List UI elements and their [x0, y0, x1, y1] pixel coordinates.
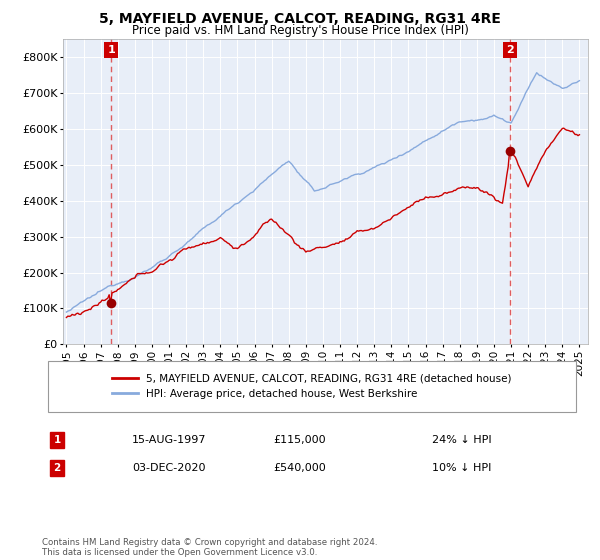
Text: 2: 2 — [506, 45, 514, 55]
Text: 10% ↓ HPI: 10% ↓ HPI — [432, 463, 491, 473]
Text: 24% ↓ HPI: 24% ↓ HPI — [432, 435, 491, 445]
Text: Price paid vs. HM Land Registry's House Price Index (HPI): Price paid vs. HM Land Registry's House … — [131, 24, 469, 37]
Text: 5, MAYFIELD AVENUE, CALCOT, READING, RG31 4RE: 5, MAYFIELD AVENUE, CALCOT, READING, RG3… — [99, 12, 501, 26]
Legend: 5, MAYFIELD AVENUE, CALCOT, READING, RG31 4RE (detached house), HPI: Average pri: 5, MAYFIELD AVENUE, CALCOT, READING, RG3… — [108, 370, 516, 403]
Text: 2: 2 — [53, 463, 61, 473]
FancyBboxPatch shape — [48, 361, 576, 412]
Text: 03-DEC-2020: 03-DEC-2020 — [132, 463, 205, 473]
Text: 1: 1 — [107, 45, 115, 55]
Text: 1: 1 — [53, 435, 61, 445]
Text: 15-AUG-1997: 15-AUG-1997 — [132, 435, 206, 445]
Text: £115,000: £115,000 — [274, 435, 326, 445]
Text: Contains HM Land Registry data © Crown copyright and database right 2024.
This d: Contains HM Land Registry data © Crown c… — [42, 538, 377, 557]
Text: £540,000: £540,000 — [274, 463, 326, 473]
